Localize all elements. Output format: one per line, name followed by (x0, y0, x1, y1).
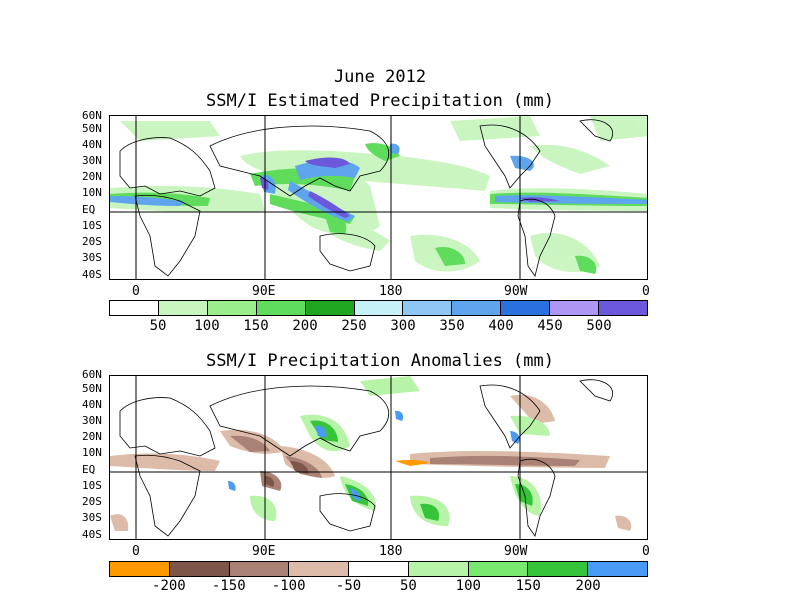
precip-colorbar-swatch (158, 301, 208, 315)
precip-colorbar-swatch (207, 301, 257, 315)
precip-colorbar-swatch (110, 301, 159, 315)
p1-lat-40n: 40N (82, 138, 102, 151)
p2-lat-40s: 40S (82, 528, 102, 541)
p1-lat-50n: 50N (82, 122, 102, 135)
precip-colorbar-swatch (256, 301, 306, 315)
p1-lat-60n: 60N (82, 109, 102, 122)
anomaly-colorbar-swatch (349, 562, 409, 576)
p1-lat-10n: 10N (82, 186, 102, 199)
p1-lat-10s: 10S (82, 219, 102, 232)
coastlines-2 (119, 379, 613, 537)
p1-lon-180: 180 (379, 284, 403, 299)
anomaly-colorbar-swatch (289, 562, 350, 576)
grid (110, 116, 647, 279)
precip-colorbar-swatch (550, 301, 600, 315)
p1-lat-eq: EQ (82, 203, 96, 216)
precip-colorbar-label: 300 (390, 318, 416, 334)
p2-lat-20s: 20S (82, 495, 102, 508)
p2-lat-30s: 30S (82, 511, 102, 524)
anomaly-colorbar-label: 100 (455, 578, 481, 594)
p1-lon-90e: 90E (252, 284, 276, 299)
anomaly-map-svg (110, 376, 647, 539)
anomaly-positive-strong (228, 410, 520, 502)
anomaly-colorbar-label: -150 (211, 578, 246, 594)
p2-lat-60n: 60N (82, 368, 102, 381)
precip-title: SSM/I Estimated Precipitation (mm) (206, 91, 554, 111)
anomaly-colorbar-swatch (588, 562, 648, 576)
anomaly-colorbar (109, 561, 648, 577)
precip-colorbar-label: 400 (488, 318, 514, 334)
anomaly-negative-strong (265, 461, 309, 487)
precip-colorbar (109, 300, 648, 316)
anomaly-colorbar-label: -50 (335, 578, 362, 594)
p1-lat-20n: 20N (82, 170, 102, 183)
p1-lat-40s: 40S (82, 268, 102, 281)
precip-colorbar-label: 350 (439, 318, 465, 334)
p1-lat-20s: 20S (82, 235, 102, 248)
p1-lon-0b: 0 (642, 284, 650, 299)
date-title: June 2012 (333, 67, 427, 87)
anomaly-colorbar-label: -100 (271, 578, 306, 594)
p1-lon-0: 0 (132, 284, 140, 299)
p2-lon-90w: 90W (504, 544, 528, 559)
p2-lon-0: 0 (132, 544, 140, 559)
p2-lat-30n: 30N (82, 414, 102, 427)
p2-lon-90e: 90E (252, 544, 276, 559)
precip-colorbar-swatch (354, 301, 404, 315)
p2-lat-10s: 10S (82, 479, 102, 492)
p2-lat-50n: 50N (82, 382, 102, 395)
precip-colorbar-label: 200 (292, 318, 318, 334)
anomaly-colorbar-swatch (229, 562, 290, 576)
p1-lon-90w: 90W (504, 284, 528, 299)
precip-extreme-fields (260, 157, 560, 218)
precip-colorbar-label: 50 (149, 318, 167, 334)
precip-colorbar-label: 250 (341, 318, 367, 334)
p2-lat-20n: 20N (82, 430, 102, 443)
anomaly-colorbar-label: 50 (400, 578, 417, 594)
grid-2 (110, 376, 647, 539)
p2-lat-eq: EQ (82, 463, 96, 476)
precip-colorbar-swatch (452, 301, 502, 315)
precip-colorbar-label: 450 (537, 318, 563, 334)
anomaly-colorbar-label: -200 (152, 578, 186, 594)
p1-lat-30n: 30N (82, 154, 102, 167)
precip-colorbar-swatch (403, 301, 453, 315)
coastlines (119, 119, 613, 277)
anomaly-map (109, 375, 648, 540)
precip-colorbar-label: 500 (586, 318, 612, 334)
precip-colorbar-label: 150 (243, 318, 269, 334)
anomaly-colorbar-swatch (468, 562, 529, 576)
precip-map-svg (110, 116, 647, 279)
precip-colorbar-swatch (305, 301, 355, 315)
anomaly-colorbar-label: 150 (515, 578, 541, 594)
precip-colorbar-swatch (599, 301, 647, 315)
p2-lon-180: 180 (379, 544, 403, 559)
precip-colorbar-swatch (501, 301, 551, 315)
precip-colorbar-label: 100 (194, 318, 220, 334)
p2-lon-0b: 0 (642, 544, 650, 559)
anomaly-colorbar-swatch (528, 562, 589, 576)
anomaly-title: SSM/I Precipitation Anomalies (mm) (206, 351, 554, 371)
p2-lat-10n: 10N (82, 446, 102, 459)
p2-lat-40n: 40N (82, 398, 102, 411)
p1-lat-30s: 30S (82, 251, 102, 264)
anomaly-colorbar-swatch (408, 562, 469, 576)
anomaly-negative-extreme (395, 459, 430, 466)
anomaly-colorbar-swatch (110, 562, 170, 576)
precip-map (109, 115, 648, 280)
anomaly-colorbar-label: 200 (575, 578, 601, 594)
anomaly-colorbar-swatch (169, 562, 230, 576)
